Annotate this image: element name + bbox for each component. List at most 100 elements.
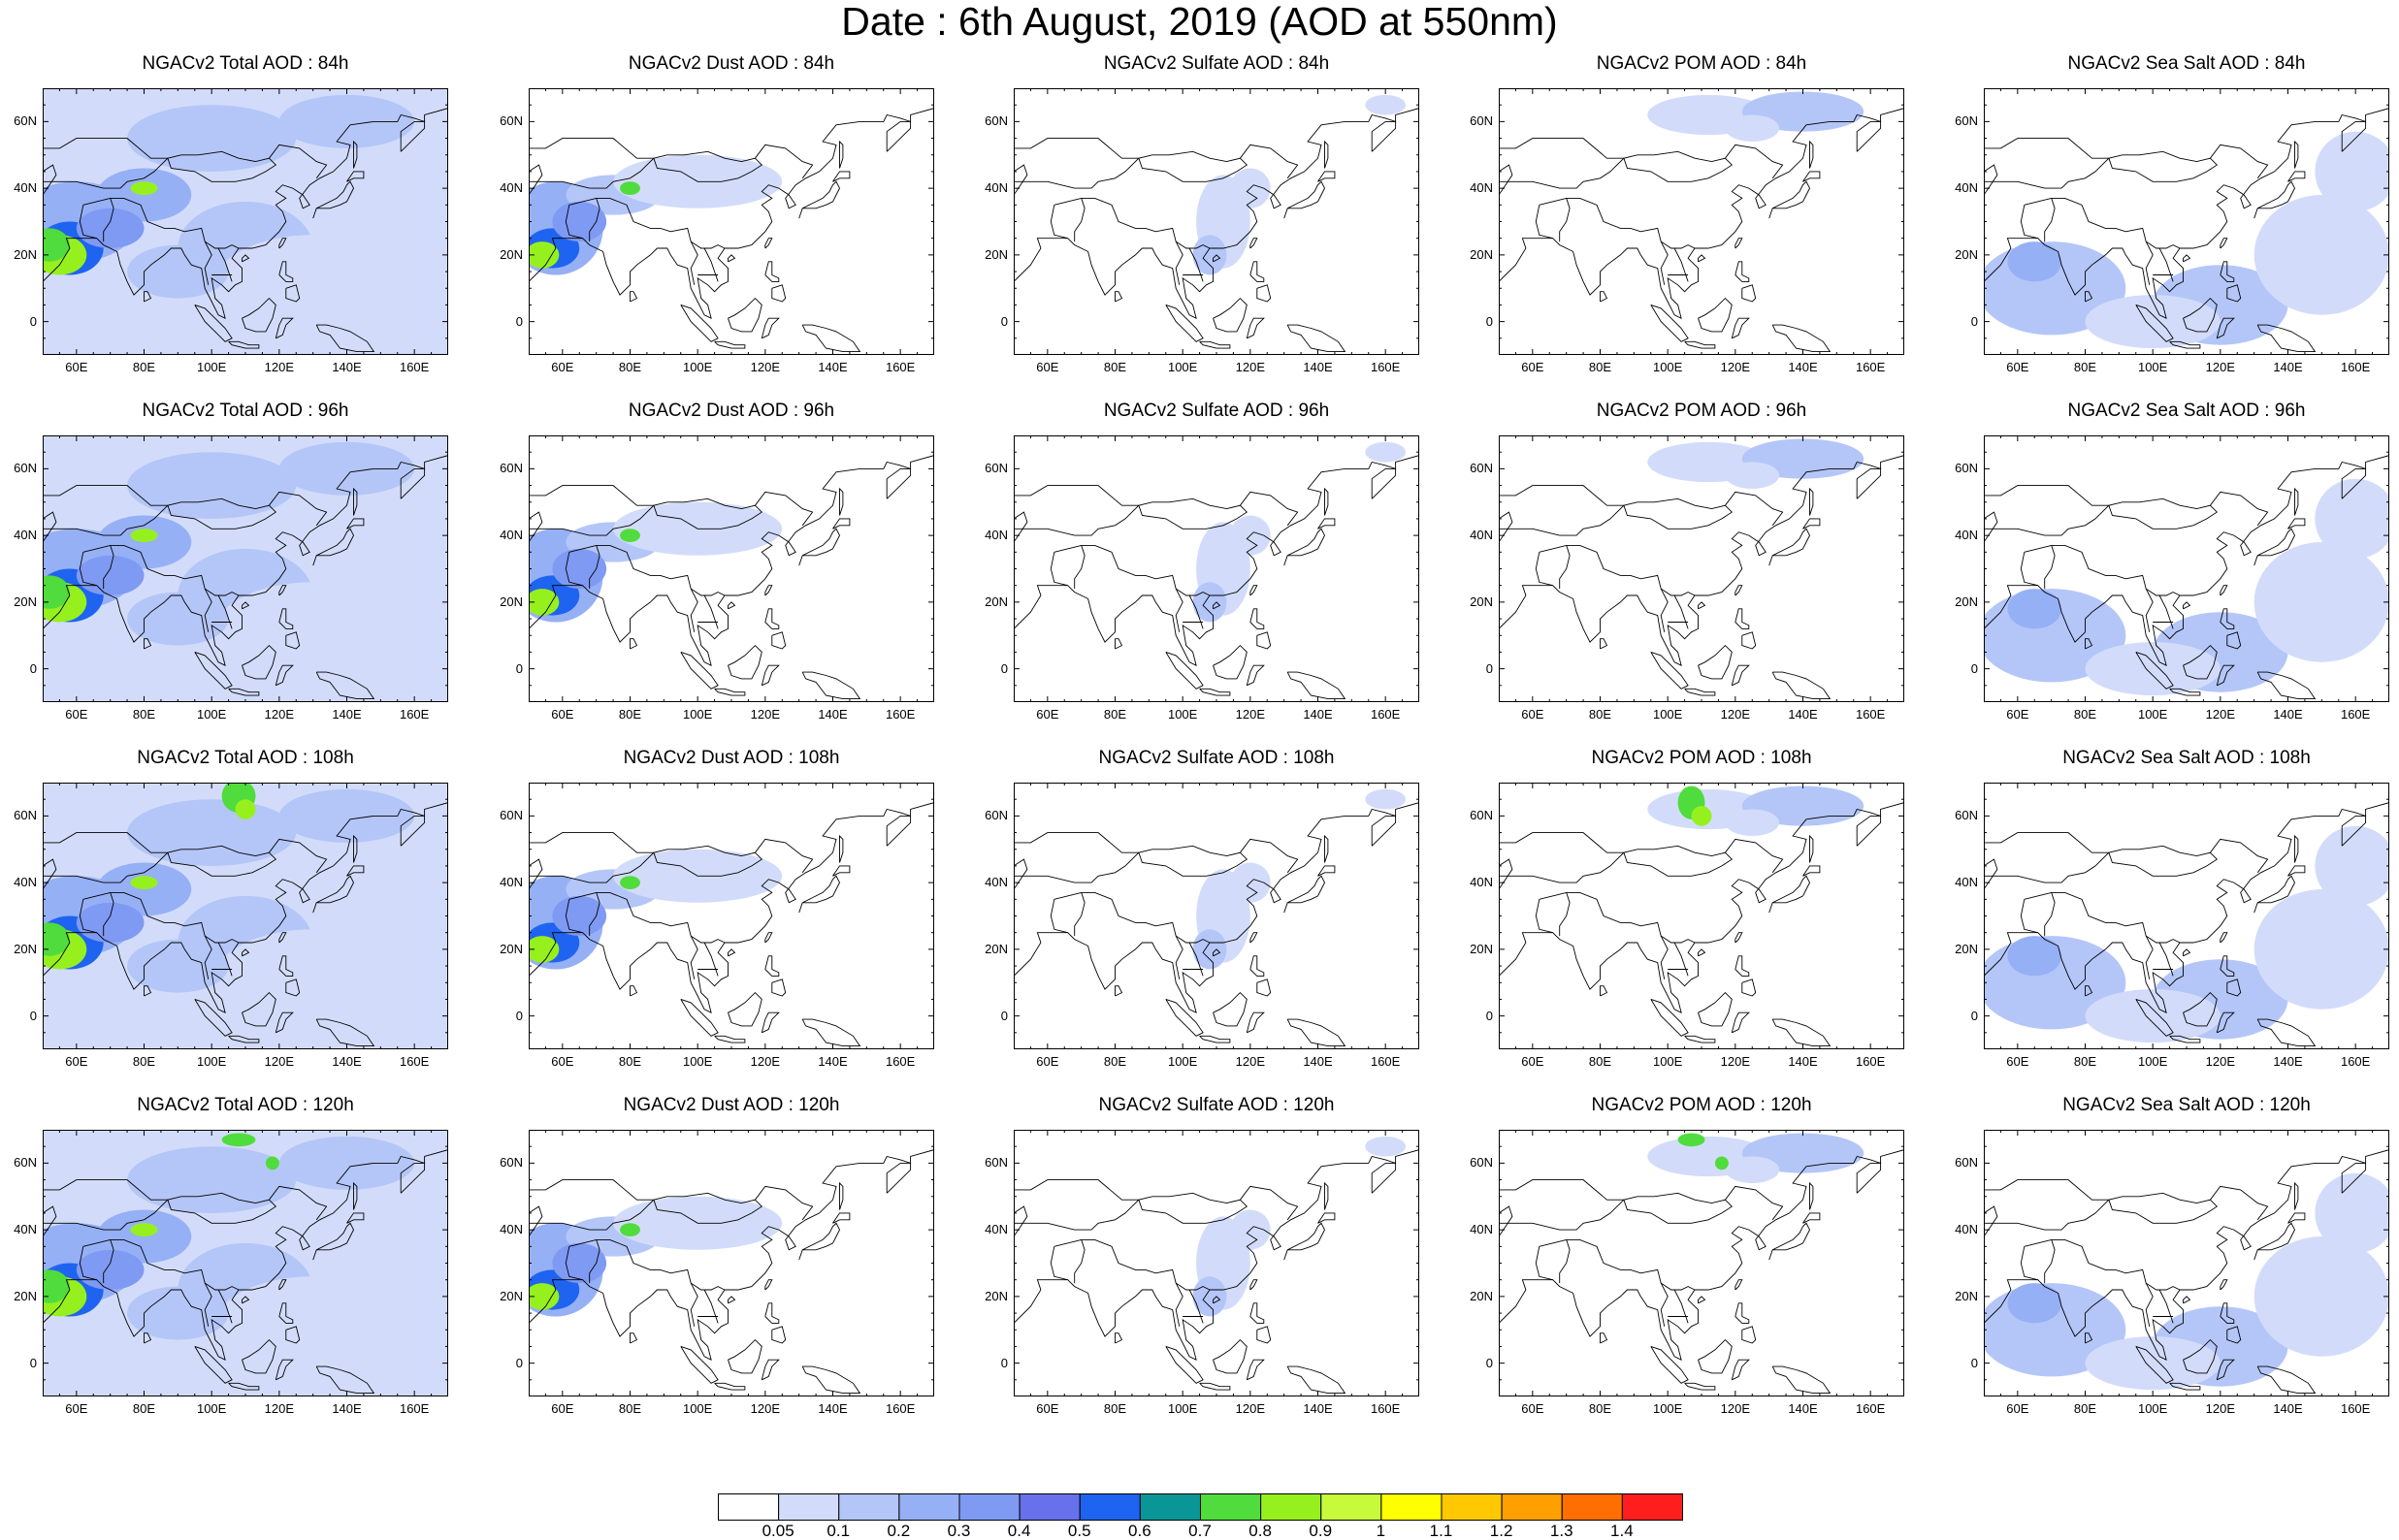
aod-map [1499,88,1904,355]
panel-title: NGACv2 Sea Salt AOD : 84h [2067,53,2306,74]
aod-contour-region [130,1223,158,1236]
lon-tick-label: 160E [885,707,916,722]
coastline [43,802,448,1014]
coastlines [1499,1149,1904,1395]
coastline [1559,198,1571,242]
aod-contour-region [2007,936,2062,977]
coastline [1256,631,1272,650]
aod-contour-region [265,1156,279,1171]
lon-tick-label: 160E [2340,360,2371,374]
coastline [1809,834,1814,863]
coastline [1539,544,1696,596]
coastline [1324,487,1329,516]
aod-contour-region [312,1179,448,1280]
coastline [1535,899,1553,934]
coastline [1175,241,1183,285]
panel-title: NGACv2 Total AOD : 84h [142,53,349,74]
colorbar-swatch [1501,1493,1563,1521]
lon-tick-label: 160E [1370,1054,1401,1069]
colorbar-swatch [1019,1493,1081,1521]
coastline [764,608,780,629]
coastlines [1984,1149,2389,1395]
coastline [589,545,600,590]
lon-tick-label: 160E [1855,1054,1886,1069]
lon-tick-label: 140E [2273,707,2303,722]
coastline [228,688,260,696]
coastline [43,144,328,189]
coastline [2253,180,2296,219]
coastline [43,832,168,853]
coastline [1014,138,1139,159]
coastline [1802,171,1821,182]
coastline [1249,261,1265,282]
lon-tick-label: 120E [264,1401,295,1416]
coastline [1317,171,1336,182]
lat-tick-label: 40N [985,875,1008,890]
coastline [217,247,233,282]
lon-tick-label: 60E [1521,1401,1544,1416]
coastline [798,875,841,914]
aod-contour-region [1691,806,1712,826]
panel-title: NGACv2 Sea Salt AOD : 108h [2062,748,2311,768]
lat-tick-label: 40N [14,180,37,196]
panel-title: NGACv2 POM AOD : 84h [1596,53,1807,74]
lon-tick-label: 160E [2340,1054,2371,1069]
coastline [771,284,787,303]
coastline [1138,504,1248,529]
coastline [312,875,355,914]
coastline [217,1289,233,1324]
aod-contour-region [552,895,607,937]
lon-tick-label: 100E [682,1054,713,1069]
coastline [801,324,861,353]
coastline [1660,1282,1669,1327]
coastline [2183,297,2218,333]
lon-tick-label: 120E [264,360,295,374]
lon-tick-label: 120E [1235,1401,1266,1416]
map-panel-seasalt-96h: NGACv2 Sea Salt AOD : 96h 60E 80E 100E 120E 1… [1955,401,2389,725]
coastline [728,254,736,263]
aod-contour-region [2315,478,2389,560]
coastline [204,1282,212,1327]
aod-shading [43,88,448,355]
coastline [1650,304,1689,342]
coastline [1559,892,1571,937]
coastline [2135,1345,2174,1384]
coastlines [1014,802,1419,1047]
coastline [315,1018,375,1047]
coastline [2044,545,2056,590]
panel-title: NGACv2 Dust AOD : 120h [623,1095,840,1115]
aod-contour-region [211,235,415,342]
coastline [1984,144,2269,189]
lon-tick-label: 80E [618,360,642,374]
coastline [630,985,638,997]
coastline [2256,324,2317,353]
lon-tick-label: 120E [264,1054,295,1069]
map-panel-dust-108h: NGACv2 Dust AOD : 108h 60E 80E 100E 120E 140E… [500,748,934,1073]
coastline [529,1185,814,1231]
coastline [278,955,294,977]
coastline [2226,284,2242,303]
coastline [839,1181,844,1210]
lat-tick-label: 60N [14,1155,37,1171]
lon-tick-label: 160E [885,1054,916,1069]
coastline [346,1212,365,1224]
lat-tick-label: 40N [500,528,523,543]
aod-contour-region [221,1133,256,1147]
colorbar-swatch [1260,1493,1322,1521]
lat-tick-label: 40N [985,1222,1008,1237]
coastline [1286,1018,1346,1047]
coastlines [1014,108,1419,353]
aod-map [1014,1130,1419,1396]
panel-title: NGACv2 POM AOD : 108h [1591,748,1812,768]
aod-contour-region [127,799,297,866]
coastline [1734,1279,1743,1291]
aod-contour-region [2253,1236,2389,1357]
coastline [1213,991,1248,1027]
coastline [1014,802,1419,1014]
lat-tick-label: 0 [1485,313,1493,329]
coastline [728,948,736,957]
coastline [228,1382,260,1391]
coastline [1371,120,1397,152]
lon-tick-label: 120E [2205,1054,2236,1069]
coastlines [43,108,448,353]
